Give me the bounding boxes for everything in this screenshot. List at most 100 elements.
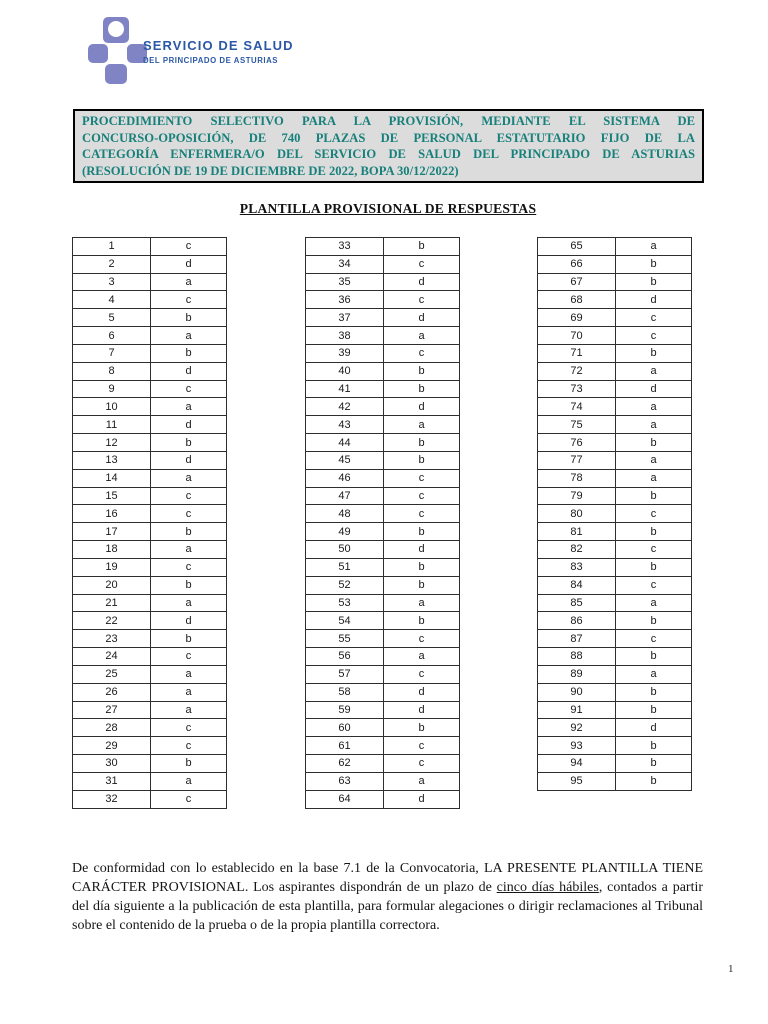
question-number: 29 [72,736,151,756]
notice-text-before: De conformidad con lo establecido en la … [72,861,703,895]
answer-row: 32 c [72,789,227,809]
answer-letter: b [150,522,227,542]
question-number: 41 [305,379,384,399]
logo-subtitle: DEL PRINCIPADO DE ASTURIAS [143,56,279,65]
answer-letter: c [150,647,227,666]
answer-letter: d [615,290,692,310]
question-number: 28 [72,718,151,738]
answer-row: 30 b [72,754,227,773]
answer-letter: c [615,504,692,524]
answer-letter: b [150,754,227,773]
answer-row: 47 c [305,486,460,506]
question-number: 27 [72,700,151,720]
answer-row: 26 a [72,682,227,702]
answer-row: 39 c [305,343,460,363]
question-number: 46 [305,468,384,488]
question-number: 68 [537,290,616,310]
answer-row: 24 c [72,647,227,666]
answer-row: 61 c [305,736,460,756]
answer-row: 71 b [537,343,692,363]
question-number: 11 [72,415,151,435]
answer-row: 16 c [72,504,227,524]
answer-letter: b [150,575,227,595]
answer-letter: d [150,611,227,631]
question-number: 47 [305,486,384,506]
answer-letter: a [615,664,692,684]
question-number: 90 [537,682,616,702]
answer-letter: b [383,611,460,631]
question-number: 50 [305,540,384,559]
answer-letter: c [150,504,227,524]
answer-row: 35 d [305,272,460,292]
answer-letter: a [615,593,692,613]
answer-row: 66 b [537,254,692,274]
answer-letter: b [383,557,460,577]
answer-row: 77 a [537,450,692,470]
answer-row: 53 a [305,593,460,613]
answer-letter: c [615,308,692,328]
answer-row: 58 d [305,682,460,702]
answer-letter: b [615,611,692,631]
answer-row: 80 c [537,504,692,524]
answer-letter: a [150,682,227,702]
question-number: 77 [537,450,616,470]
question-number: 10 [72,397,151,417]
answer-letter: c [383,664,460,684]
answer-letter: d [383,540,460,559]
answer-letter: c [615,540,692,559]
answer-letter: b [150,308,227,328]
answer-letter: c [150,736,227,756]
answer-row: 15 c [72,486,227,506]
question-number: 60 [305,718,384,738]
question-number: 81 [537,522,616,542]
answer-row: 23 b [72,629,227,649]
question-number: 5 [72,308,151,328]
question-number: 44 [305,433,384,452]
question-number: 80 [537,504,616,524]
question-number: 84 [537,575,616,595]
answer-row: 73 d [537,379,692,399]
answer-row: 45 b [305,450,460,470]
answer-row: 31 a [72,771,227,791]
question-number: 94 [537,754,616,773]
cross-left-block [88,44,108,63]
question-number: 64 [305,789,384,809]
answer-letter: a [383,593,460,613]
question-number: 53 [305,593,384,613]
question-number: 95 [537,771,616,791]
question-number: 62 [305,754,384,773]
question-number: 59 [305,700,384,720]
answer-row: 55 c [305,629,460,649]
question-number: 51 [305,557,384,577]
question-number: 19 [72,557,151,577]
cross-right-block [127,44,147,63]
answer-row: 88 b [537,647,692,666]
answer-row: 92 d [537,718,692,738]
answer-row: 17 b [72,522,227,542]
question-number: 17 [72,522,151,542]
logo-title: SERVICIO DE SALUD [143,38,294,53]
answer-letter: c [383,290,460,310]
answer-letter: b [615,736,692,756]
question-number: 40 [305,361,384,381]
answer-letter: a [615,450,692,470]
answer-row: 74 a [537,397,692,417]
answer-letter: b [383,718,460,738]
answer-letter: d [150,254,227,274]
question-number: 15 [72,486,151,506]
answer-table-1: 1 c 2 d 3 a 4 c 5 b 6 a 7 b 8 d 9 c 10 a 11 d 12 b 13 d 14 a 15 c 16 c 1… [72,237,227,809]
answer-row: 29 c [72,736,227,756]
question-number: 32 [72,789,151,809]
answer-letter: b [150,629,227,649]
answer-row: 70 c [537,326,692,345]
answer-letter: c [383,754,460,773]
provisional-notice-paragraph: De conformidad con lo establecido en la … [72,859,703,935]
question-number: 16 [72,504,151,524]
answer-row: 72 a [537,361,692,381]
answer-letter: c [615,326,692,345]
answer-letter: b [150,343,227,363]
answer-row: 91 b [537,700,692,720]
answer-letter: c [383,468,460,488]
